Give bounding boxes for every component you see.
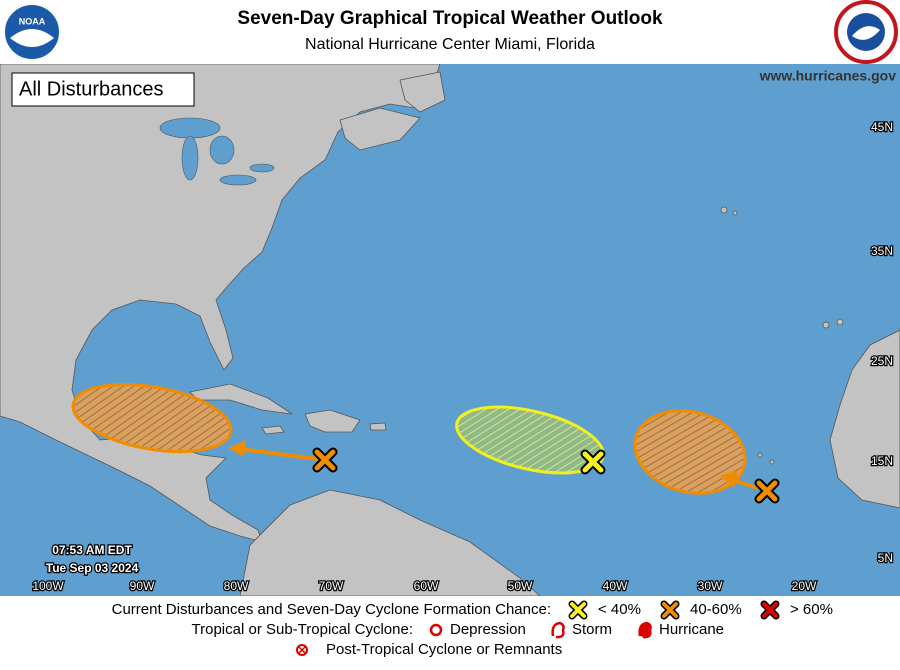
legend-entry: < 40% xyxy=(598,601,641,618)
cuba xyxy=(189,383,293,415)
svg-text:NOAA: NOAA xyxy=(19,16,46,26)
north-america xyxy=(0,64,441,543)
legend-entry: Depression xyxy=(450,621,526,638)
legend-entry: Storm xyxy=(572,621,612,638)
lat-label: 25N xyxy=(871,354,893,368)
lon-label: 60W xyxy=(414,579,439,593)
lake xyxy=(209,135,235,165)
website: www.hurricanes.gov xyxy=(759,68,897,84)
cape-verde xyxy=(769,459,775,465)
subtitle: National Hurricane Center Miami, Florida xyxy=(305,36,595,53)
map xyxy=(0,64,900,596)
outlook-area xyxy=(633,409,747,495)
lon-label: 80W xyxy=(224,579,249,593)
chance-icon xyxy=(570,602,586,618)
title: Seven-Day Graphical Tropical Weather Out… xyxy=(237,8,663,29)
date: Tue Sep 03 2024 xyxy=(46,561,139,575)
africa xyxy=(829,329,900,509)
track-arrow xyxy=(228,440,759,490)
disturbance-marker xyxy=(314,449,778,502)
lon-label: 20W xyxy=(792,579,817,593)
post-tropical-icon xyxy=(296,644,308,656)
lake xyxy=(249,163,275,173)
cyclone-icon xyxy=(429,623,443,637)
puerto-rico xyxy=(369,422,387,431)
lat-label: 35N xyxy=(871,244,893,258)
azores xyxy=(720,206,728,214)
lat-label: 45N xyxy=(871,120,893,134)
post-tropical-icon xyxy=(298,646,306,654)
nws-logo xyxy=(834,0,898,64)
chance-icon xyxy=(662,602,678,618)
nova-scotia xyxy=(339,107,421,151)
lon-label: 30W xyxy=(698,579,723,593)
lon-label: 50W xyxy=(508,579,533,593)
lake xyxy=(181,135,199,181)
hispaniola xyxy=(304,409,361,433)
azores xyxy=(732,210,738,216)
legend-entry: > 60% xyxy=(790,601,833,618)
cape-verde xyxy=(757,452,763,458)
canary xyxy=(836,318,844,326)
panel-label: All Disturbances xyxy=(19,78,164,100)
jamaica xyxy=(261,425,285,435)
outlook-area xyxy=(71,382,233,454)
chance-icon xyxy=(762,602,778,618)
legend-label: Current Disturbances and Seven-Day Cyclo… xyxy=(112,601,551,618)
panel-label-box xyxy=(11,72,195,107)
lon-label: 70W xyxy=(319,579,344,593)
noaa-logo: NOAA xyxy=(3,3,61,61)
newfoundland xyxy=(399,71,446,113)
canary xyxy=(822,321,830,329)
legend-entry: Post-Tropical Cyclone or Remnants xyxy=(326,641,562,658)
lake xyxy=(219,174,257,186)
lake xyxy=(159,117,221,139)
legend-label: Tropical or Sub-Tropical Cyclone: xyxy=(192,621,413,638)
lon-label: 90W xyxy=(130,579,155,593)
lon-label: 100W xyxy=(32,579,64,593)
south-america xyxy=(239,489,541,596)
cyclone-icon xyxy=(551,621,565,639)
lon-label: 40W xyxy=(603,579,628,593)
legend-entry: Hurricane xyxy=(659,621,724,638)
cyclone-icon xyxy=(638,621,652,639)
lat-label: 15N xyxy=(871,454,893,468)
time: 07:53 AM EDT xyxy=(52,543,132,557)
lat-label: 5N xyxy=(878,551,893,565)
legend-entry: 40-60% xyxy=(690,601,742,618)
